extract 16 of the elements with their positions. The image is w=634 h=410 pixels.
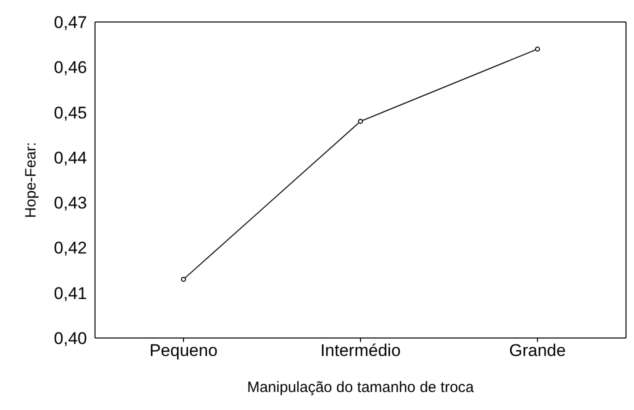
y-tick-label: 0,41: [54, 284, 87, 303]
point: [358, 118, 363, 124]
y-tick-label: 0,42: [54, 238, 87, 258]
y-axis-title: Hope-Fear:: [22, 142, 40, 218]
y-tick-label: 0,43: [54, 194, 87, 213]
x-tick-label: Grande: [509, 341, 566, 360]
y-tick-label: 0,40: [54, 329, 87, 348]
point: [181, 276, 186, 282]
y-tick-label: 0,45: [54, 103, 87, 122]
point: [535, 46, 540, 52]
x-axis-title: Manipulação do tamanho de troca: [247, 379, 475, 396]
y-tick-label: 0,46: [54, 58, 87, 78]
y-tick-label: 0,47: [54, 13, 87, 32]
x-tick-label: Pequeno: [149, 341, 218, 360]
y-tick-label: 0,44: [54, 148, 87, 168]
x-tick-label: Intermédio: [320, 341, 401, 360]
